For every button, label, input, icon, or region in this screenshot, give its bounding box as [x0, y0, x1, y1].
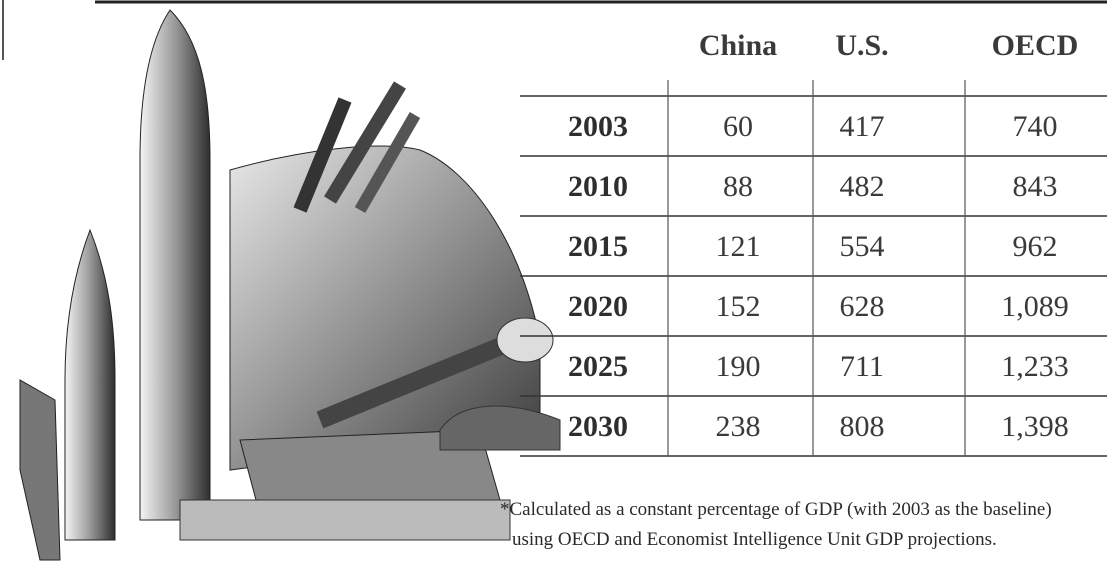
- cell-value: 962: [1013, 230, 1058, 263]
- cell-value: 88: [723, 170, 753, 203]
- column-header: OECD: [992, 29, 1079, 62]
- cell-value: 808: [840, 410, 885, 443]
- row-year: 2003: [568, 110, 628, 143]
- cell-value: 417: [840, 110, 885, 143]
- cell-value: 1,233: [1001, 350, 1069, 383]
- cell-value: 152: [716, 290, 761, 323]
- cell-value: 121: [716, 230, 761, 263]
- row-year: 2025: [568, 350, 628, 383]
- row-year: 2010: [568, 170, 628, 203]
- cell-value: 740: [1013, 110, 1058, 143]
- row-year: 2020: [568, 290, 628, 323]
- cell-value: 711: [840, 350, 884, 383]
- cell-value: 1,089: [1001, 290, 1069, 323]
- footnote-line: *Calculated as a constant percentage of …: [500, 499, 1052, 520]
- cell-value: 238: [716, 410, 761, 443]
- row-year: 2015: [568, 230, 628, 263]
- footnote-line: using OECD and Economist Intelligence Un…: [512, 529, 997, 550]
- row-year: 2030: [568, 410, 628, 443]
- cell-value: 482: [840, 170, 885, 203]
- column-header: U.S.: [835, 29, 888, 62]
- cell-value: 554: [840, 230, 885, 263]
- illustration: [19, 9, 561, 561]
- cell-value: 843: [1013, 170, 1058, 203]
- cell-value: 190: [716, 350, 761, 383]
- table: China U.S. OECD 2003 60 417 740 2010 88 482 843 201…: [520, 29, 1107, 457]
- cell-value: 60: [723, 110, 753, 143]
- cell-value: 628: [840, 290, 885, 323]
- column-header: China: [699, 29, 777, 62]
- cell-value: 1,398: [1001, 410, 1069, 443]
